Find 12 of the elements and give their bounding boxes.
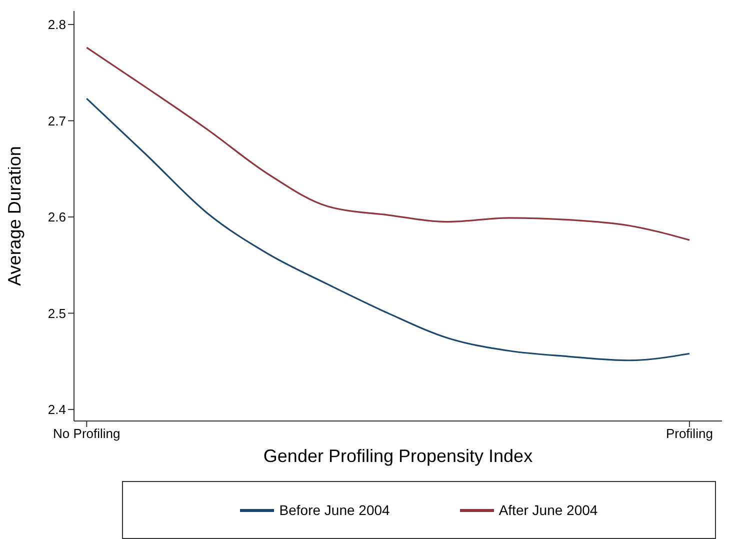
y-tick-label: 2.8 [48,17,66,32]
line-series [86,46,690,241]
y-tick-label: 2.6 [48,210,66,225]
line-series [86,98,690,362]
y-tick-label: 2.4 [48,402,66,418]
legend-label: Before June 2004 [279,502,390,518]
x-tick-label: Profiling [666,426,713,442]
y-tick-label: 2.7 [48,113,66,128]
x-tick-label: No Profiling [53,426,120,442]
y-tick-label: 2.5 [48,306,66,321]
legend-label: After June 2004 [498,502,598,518]
x-axis-title: Gender Profiling Propensity Index [263,446,533,466]
